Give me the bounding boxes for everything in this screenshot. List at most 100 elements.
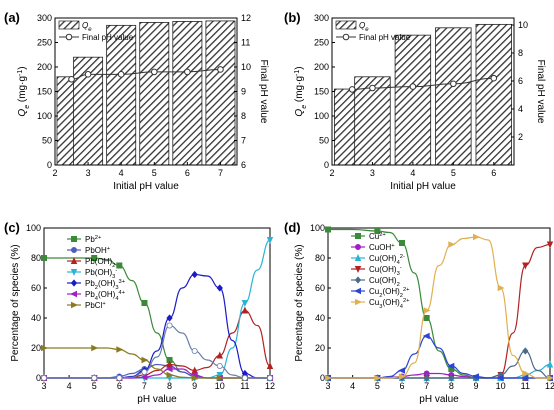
- data-point-c-4: [166, 314, 173, 322]
- legend-label-final-a: Final pH value: [82, 33, 134, 42]
- legend-marker-final-a: [65, 33, 73, 41]
- y-tick-label-a: 50: [42, 136, 52, 146]
- data-point-d-6: [497, 284, 505, 292]
- x-tick-label-d: 3: [325, 381, 330, 391]
- y2-tick-label-a: 7: [241, 136, 246, 146]
- legend-label-d-2: Cu(OH)42-: [369, 254, 405, 266]
- series-line-d-0: [328, 228, 550, 379]
- y2-tick-label-a: 9: [241, 87, 246, 97]
- bar-a: [106, 24, 137, 166]
- data-point-d-5: [472, 373, 480, 380]
- data-point-c-0: [41, 254, 48, 261]
- data-point-d-6: [547, 374, 554, 382]
- y-tick-label-c: 100: [26, 223, 41, 233]
- x-tick-label-c: 6: [117, 381, 122, 391]
- data-point-c-2: [266, 362, 274, 370]
- legend-marker-c-2: [70, 257, 78, 265]
- data-point-d-5: [521, 374, 529, 382]
- y-tick-label-c: 0: [36, 373, 41, 383]
- data-point-d-4: [522, 347, 529, 355]
- y-tick-label-d: 100: [310, 223, 325, 233]
- data-point-c-7: [216, 362, 223, 369]
- legend-marker-c-1: [71, 246, 78, 253]
- y2-tick-label-a: 8: [241, 111, 246, 121]
- x-tick-label-d: 11: [521, 381, 530, 391]
- y-axis-label-a: Qe (mg·g-1): [17, 66, 31, 116]
- data-point-c-7: [191, 347, 198, 354]
- x-axis-label-a: Initial pH value: [113, 181, 179, 192]
- legend-label-d-6: Cu3(OH)42+: [369, 298, 410, 310]
- y-tick-label-d: 60: [315, 283, 325, 293]
- x-tick-label-b: 5: [451, 168, 456, 178]
- y2-tick-label-a: 6: [241, 160, 246, 170]
- legend-label-c-3: Pb(OH)3-: [85, 268, 117, 280]
- legend-marker-d-2: [354, 254, 362, 262]
- data-point-c-0: [141, 299, 148, 306]
- data-point-d-2: [546, 360, 554, 368]
- x-tick-label-d: 7: [424, 381, 429, 391]
- data-point-d-5: [398, 367, 406, 374]
- y2-tick-label-a: 11: [241, 38, 250, 48]
- panel-label-b: (b): [284, 10, 301, 25]
- y-tick-label-a: 100: [37, 111, 52, 121]
- legend-marker-d-6: [354, 298, 362, 306]
- data-point-d-0: [423, 314, 430, 321]
- y-tick-label-c: 80: [31, 253, 41, 263]
- legend-swatch-qe-b: [335, 20, 357, 30]
- y2-tick-label-b: 4: [518, 104, 523, 114]
- data-point-c-6: [216, 374, 224, 382]
- y2-tick-label-a: 12: [241, 13, 251, 23]
- data-point-d-6: [522, 370, 530, 377]
- bar-b: [435, 27, 472, 166]
- y2-tick-label-b: 6: [518, 76, 523, 86]
- y-tick-label-c: 20: [31, 343, 41, 353]
- data-point-c-0: [116, 262, 123, 269]
- chart-panel-b: 2 3 4 5 6 Initial pH value 0 50 100 150 200 250 300 2…: [284, 10, 546, 192]
- x-tick-label-c: 5: [92, 381, 97, 391]
- chart-panel-c: 3 4 5 6 7 8 9 10 11 12 pH value 0 20 40 60 80 100 Percent…: [4, 220, 275, 405]
- final-ph-point-a: [84, 71, 92, 78]
- y-tick-label-c: 40: [31, 313, 41, 323]
- data-point-d-0: [374, 227, 381, 234]
- data-point-d-6: [423, 307, 431, 314]
- x-tick-label-c: 12: [265, 381, 275, 391]
- data-point-c-2: [241, 306, 249, 314]
- legend-label-qe-a: Qe: [82, 21, 92, 33]
- data-point-c-7: [116, 374, 123, 381]
- data-point-d-3: [546, 241, 554, 249]
- legend-label-c-4: Pb2(OH)33+: [85, 279, 126, 291]
- x-tick-label-d: 6: [399, 381, 404, 391]
- x-tick-label-a: 3: [86, 168, 91, 178]
- legend-label-d-4: Cu(OH)2: [369, 276, 400, 288]
- data-point-c-6: [41, 344, 48, 352]
- data-point-c-7: [266, 374, 273, 381]
- x-tick-label-b: 2: [329, 168, 334, 178]
- x-tick-label-a: 6: [185, 168, 190, 178]
- data-point-c-6: [166, 371, 174, 379]
- final-ph-point-b: [490, 74, 498, 82]
- x-tick-label-c: 11: [240, 381, 249, 391]
- data-point-c-4: [216, 284, 223, 292]
- y2-axis-label-b: Final pH value: [535, 60, 546, 124]
- data-point-d-6: [472, 233, 480, 241]
- data-point-c-4: [191, 270, 198, 279]
- x-tick-label-d: 10: [496, 381, 506, 391]
- data-point-d-6: [398, 373, 406, 380]
- x-tick-label-d: 4: [350, 381, 355, 391]
- final-ph-point-b: [348, 86, 356, 93]
- x-tick-label-d: 5: [375, 381, 380, 391]
- data-point-c-3: [266, 236, 274, 244]
- y-tick-label-a: 250: [37, 38, 52, 48]
- y2-tick-label-b: 2: [518, 132, 523, 142]
- y2-axis-label-a: Final pH value: [258, 60, 269, 124]
- final-ph-point-b: [409, 83, 417, 90]
- bar-a: [172, 21, 203, 166]
- final-ph-point-a: [150, 68, 158, 76]
- chart-panel-a: 2 3 4 5 6 7 Initial pH value 0 50 100 150 200 250 300…: [4, 10, 269, 192]
- legend-marker-c-0: [71, 235, 78, 242]
- x-tick-label-c: 8: [167, 381, 172, 391]
- x-tick-label-b: 3: [370, 168, 375, 178]
- data-point-d-4: [423, 374, 430, 382]
- y2-tick-label-b: 10: [518, 20, 528, 30]
- series-line-d-2: [327, 363, 551, 379]
